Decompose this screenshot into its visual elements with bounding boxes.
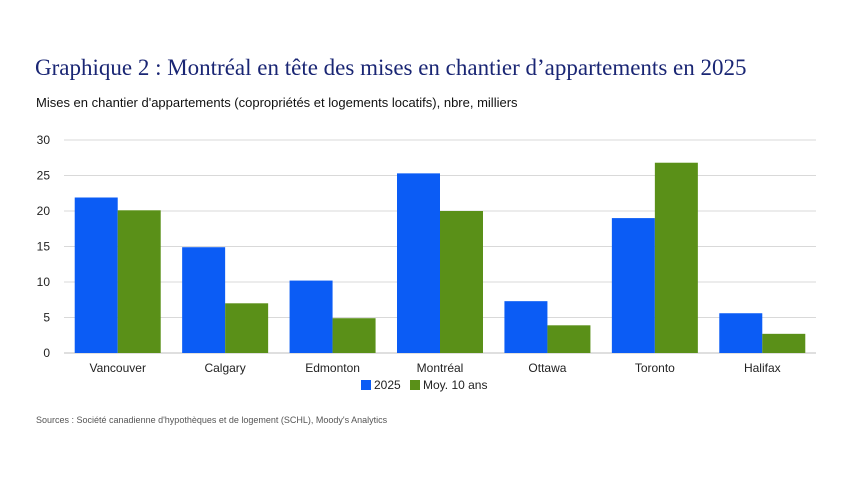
y-tick-label: 30	[37, 133, 51, 147]
y-tick-label: 10	[37, 275, 51, 289]
y-tick-label: 20	[37, 204, 51, 218]
bar-2025-edmonton	[289, 280, 333, 353]
bar-moy-10-ans-halifax	[762, 333, 806, 353]
x-tick-label: Ottawa	[528, 361, 566, 375]
bar-moy-10-ans-calgary	[225, 303, 269, 353]
x-tick-label: Montréal	[417, 361, 464, 375]
bar-2025-toronto	[611, 218, 655, 353]
bar-moy-10-ans-vancouver	[117, 210, 161, 353]
chart-subtitle: Mises en chantier d'appartements (coprop…	[36, 95, 518, 110]
source-note: Sources : Société canadienne d'hypothèqu…	[36, 415, 388, 425]
legend-label: Moy. 10 ans	[423, 378, 487, 392]
x-axis-ticks: Vancouver Calgary Edmonton Montréal Ottawa To…	[89, 361, 780, 375]
bar-moy-10-ans-montréal	[440, 211, 483, 353]
bars	[74, 162, 806, 353]
y-axis-ticks: 0 5 10 15 20 25 30	[37, 133, 51, 360]
x-tick-label: Calgary	[204, 361, 245, 375]
x-tick-label: Toronto	[635, 361, 675, 375]
legend: 2025 Moy. 10 ans	[361, 378, 487, 392]
legend-swatch	[410, 380, 420, 390]
y-tick-label: 15	[37, 240, 51, 254]
bar-2025-halifax	[719, 313, 763, 353]
y-tick-label: 5	[43, 311, 50, 325]
legend-swatch	[361, 380, 371, 390]
bar-2025-montréal	[397, 173, 440, 353]
bar-moy-10-ans-toronto	[654, 162, 698, 353]
y-tick-label: 25	[37, 169, 51, 183]
x-tick-label: Halifax	[744, 361, 781, 375]
bar-moy-10-ans-ottawa	[547, 325, 591, 353]
bar-2025-vancouver	[74, 197, 118, 353]
chart-title: Graphique 2 : Montréal en tête des mises…	[35, 55, 747, 80]
bar-2025-calgary	[182, 247, 226, 353]
bar-2025-ottawa	[504, 301, 548, 353]
y-tick-label: 0	[43, 346, 50, 360]
legend-label: 2025	[374, 378, 401, 392]
x-tick-label: Edmonton	[305, 361, 360, 375]
x-tick-label: Vancouver	[89, 361, 145, 375]
bar-moy-10-ans-edmonton	[332, 318, 376, 353]
